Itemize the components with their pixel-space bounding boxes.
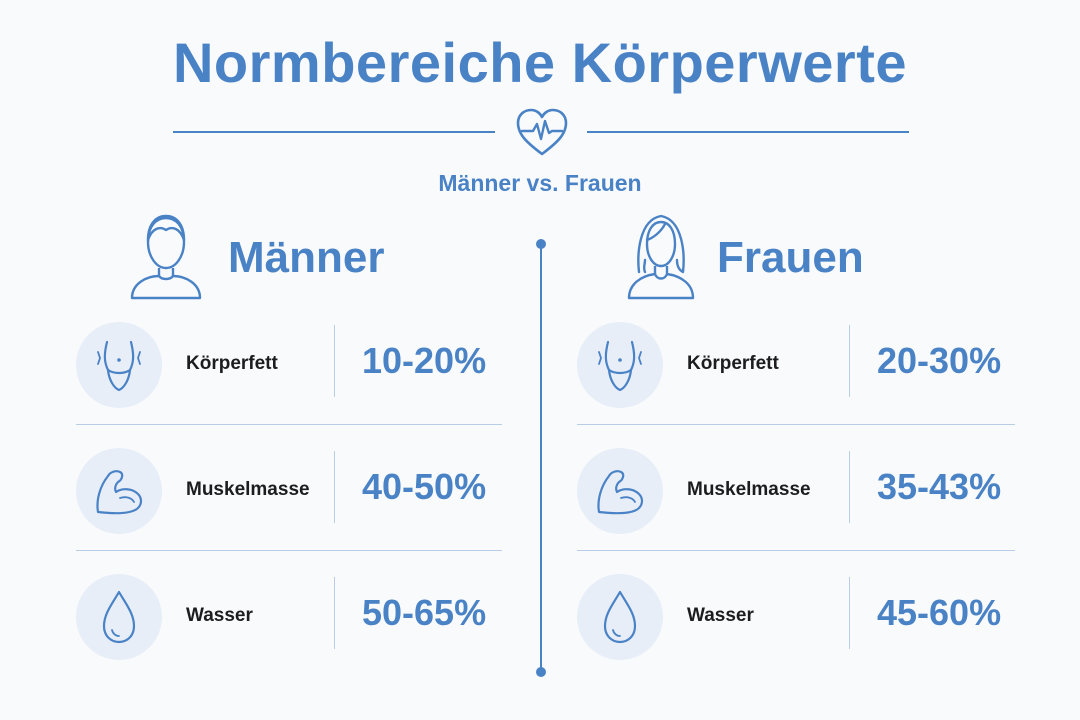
muscle-arm-icon [96,470,143,515]
women-muscle-label: Muskelmasse [687,479,811,500]
men-column: Männer Körperfett 10-20% Muskelmasse 40-… [76,205,516,675]
women-muscle-value: 35-43% [877,466,1002,507]
woman-icon [627,214,695,300]
water-drop-icon [603,590,637,644]
men-bodyfat-icon-circle [76,322,162,408]
women-muscle-icon-circle [577,448,663,534]
muscle-arm-icon [597,470,644,515]
men-muscle-label: Muskelmasse [186,479,310,500]
men-muscle-icon-circle [76,448,162,534]
men-row-bodyfat: Körperfett 10-20% [76,320,516,410]
row-divider [577,550,1015,551]
divider-dot-bottom [536,667,546,677]
row-separator [334,577,335,649]
subtitle: Männer vs. Frauen [438,170,642,196]
men-row-water: Wasser 50-65% [76,572,516,662]
men-title: Männer [228,233,385,282]
row-separator [849,577,850,649]
title-rule-left [173,131,495,133]
men-water-label: Wasser [186,605,253,626]
row-divider [577,424,1015,425]
women-bodyfat-value: 20-30% [877,340,1002,381]
men-muscle-value: 40-50% [362,466,487,507]
row-divider [76,550,502,551]
waist-icon [97,340,141,392]
women-row-muscle: Muskelmasse 35-43% [577,446,1017,536]
man-icon [130,214,202,300]
center-divider [540,244,542,672]
women-bodyfat-icon-circle [577,322,663,408]
waist-icon [598,340,642,392]
women-water-label: Wasser [687,605,754,626]
heartbeat-icon [516,108,568,156]
men-water-value: 50-65% [362,592,487,633]
men-bodyfat-value: 10-20% [362,340,487,381]
men-water-icon-circle [76,574,162,660]
women-water-icon-circle [577,574,663,660]
men-row-muscle: Muskelmasse 40-50% [76,446,516,536]
water-drop-icon [102,590,136,644]
divider-dot-top [536,239,546,249]
page-title: Normbereiche Körperwerte [172,31,907,94]
women-row-water: Wasser 45-60% [577,572,1017,662]
men-header: Männer [76,205,516,305]
row-separator [334,451,335,523]
women-water-value: 45-60% [877,592,1002,633]
row-divider [76,424,502,425]
women-header: Frauen [577,205,1017,305]
women-column: Frauen Körperfett 20-30% Muskelmasse 35-… [577,205,1017,675]
men-bodyfat-label: Körperfett [186,353,278,374]
row-separator [849,451,850,523]
title-rule-right [587,131,909,133]
women-bodyfat-label: Körperfett [687,353,779,374]
women-row-bodyfat: Körperfett 20-30% [577,320,1017,410]
row-separator [334,325,335,397]
row-separator [849,325,850,397]
women-title: Frauen [717,233,864,282]
